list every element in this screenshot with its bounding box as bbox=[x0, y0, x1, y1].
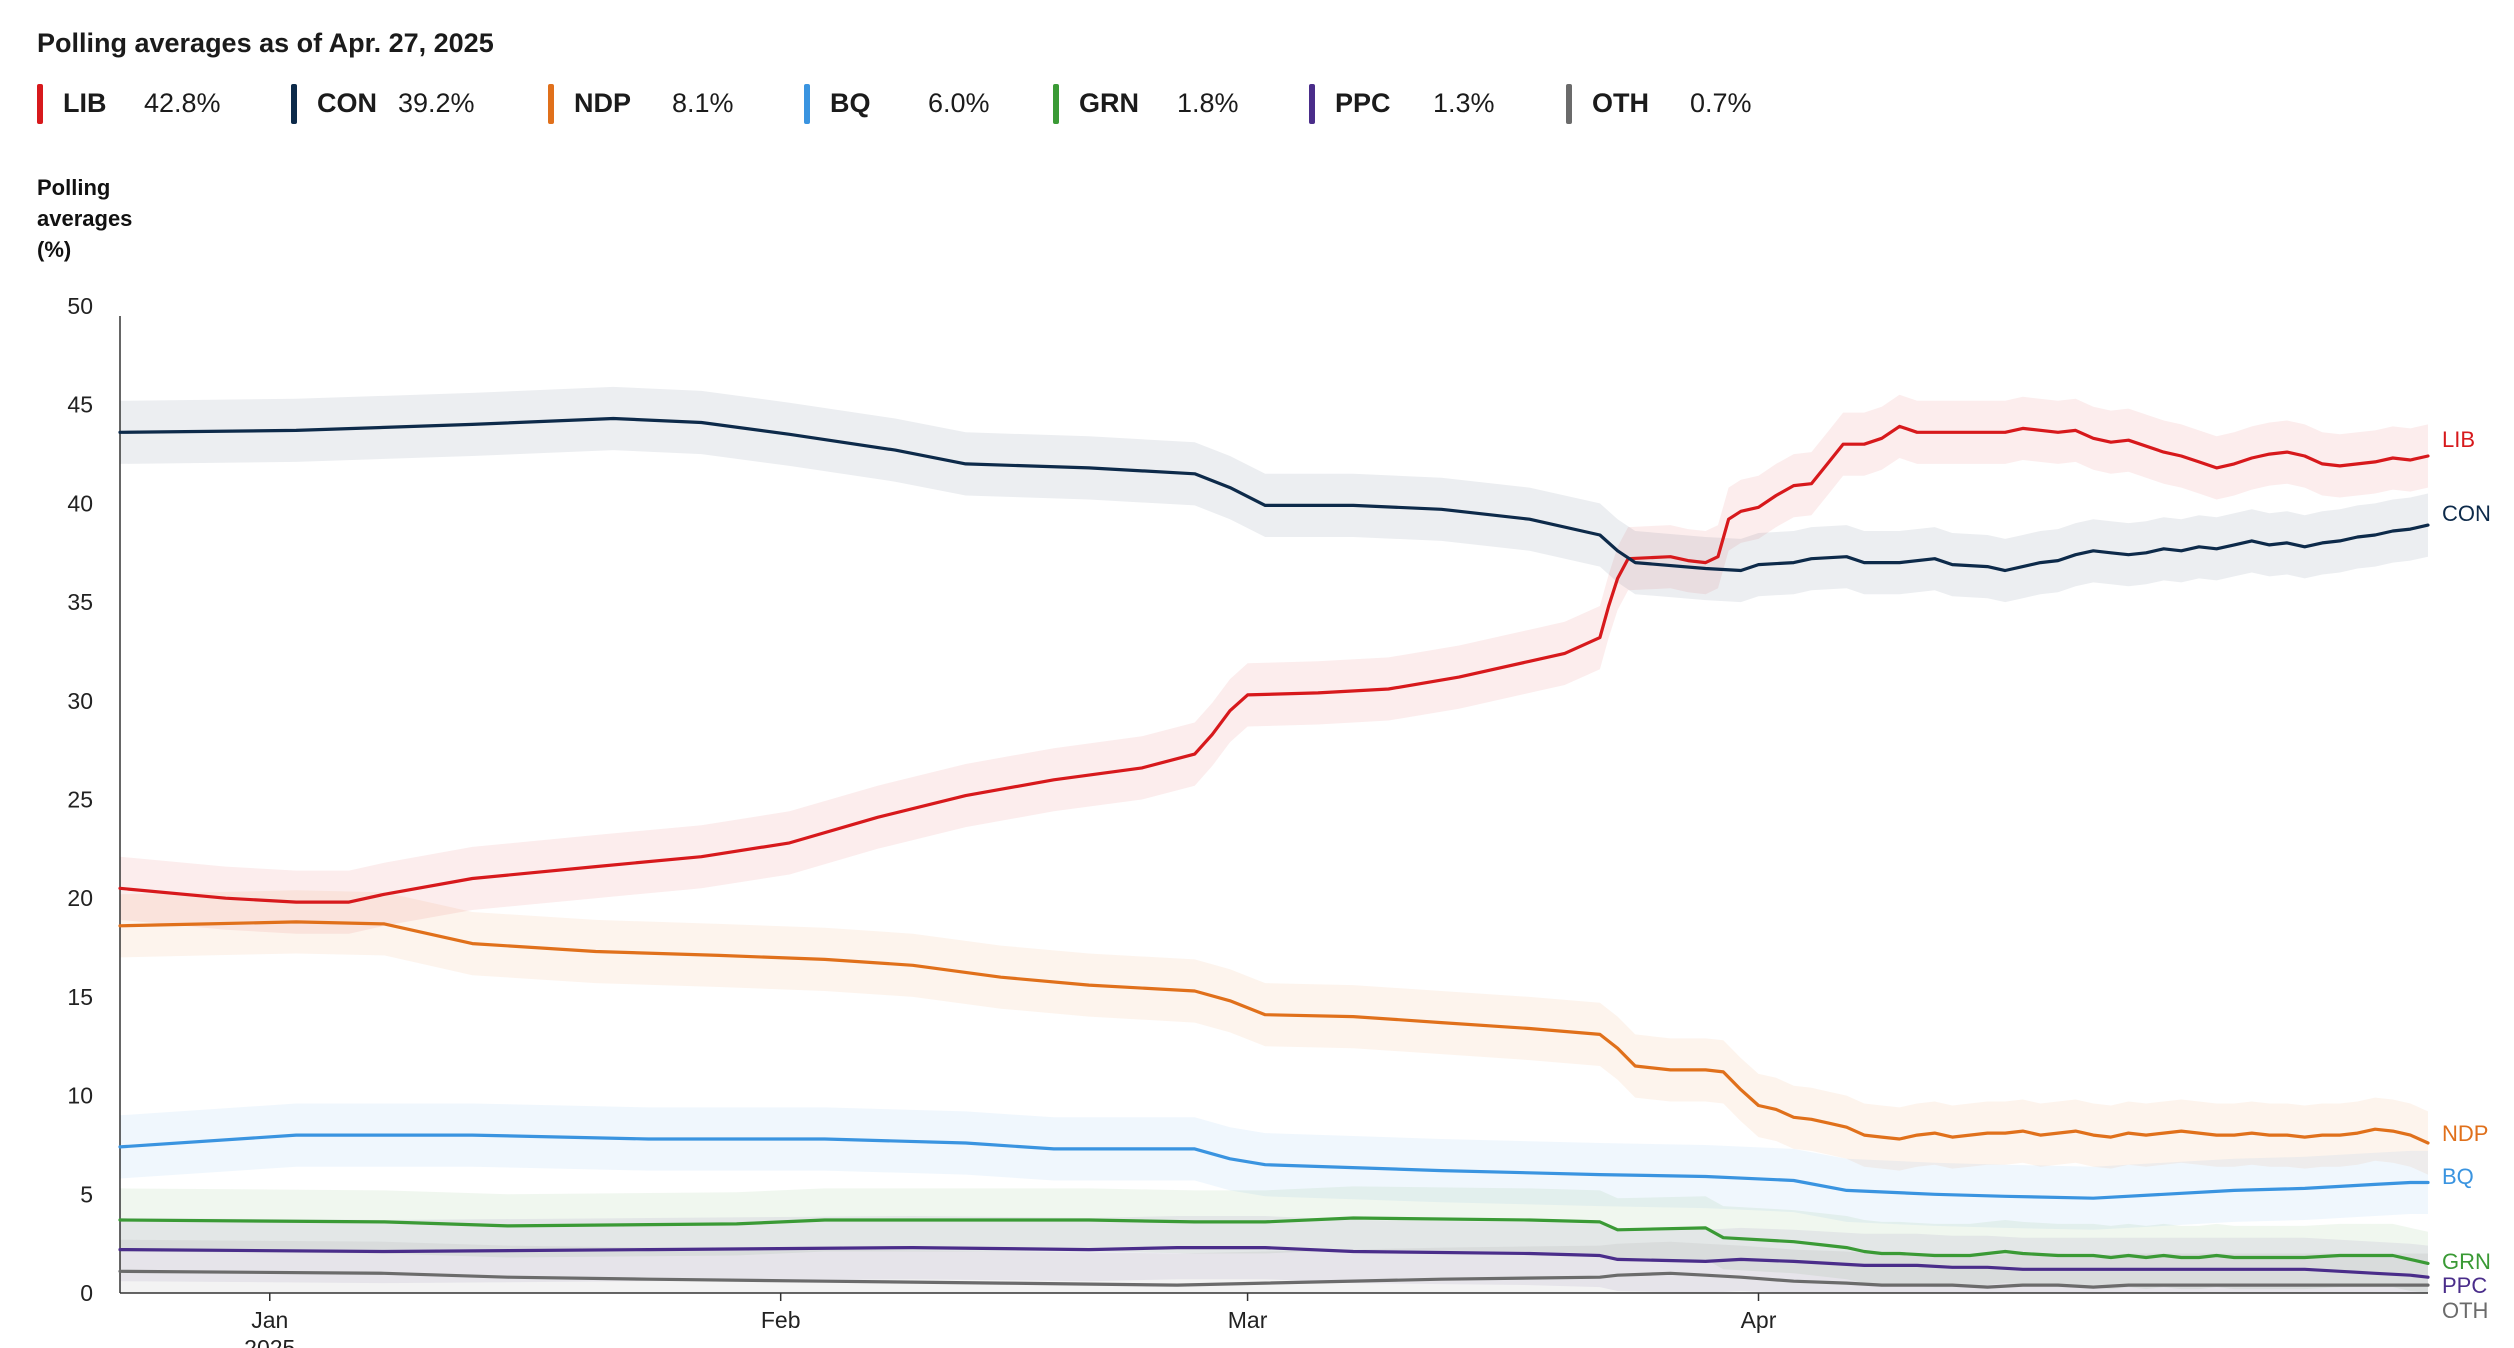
line-oth bbox=[118, 1269, 2430, 1289]
y-tick-label-30: 30 bbox=[67, 688, 93, 714]
y-tick-label-40: 40 bbox=[67, 490, 93, 516]
band-ndp bbox=[120, 890, 2428, 1175]
confidence-bands bbox=[120, 386, 2428, 1293]
y-tick-label-25: 25 bbox=[67, 787, 93, 813]
legend-value-ndp: 8.1% bbox=[672, 88, 734, 118]
line-con bbox=[118, 416, 2430, 573]
legend-swatch-lib bbox=[37, 84, 43, 124]
legend-value-lib: 42.8% bbox=[144, 88, 221, 118]
line-ppc bbox=[118, 1246, 2430, 1279]
legend-code-ppc: PPC bbox=[1335, 88, 1391, 118]
line-grn bbox=[118, 1216, 2430, 1265]
band-grn bbox=[120, 1186, 2428, 1293]
legend-code-con: CON bbox=[317, 88, 377, 118]
band-lib bbox=[120, 394, 2428, 934]
legend-code-oth: OTH bbox=[1592, 88, 1649, 118]
x-tick-label-feb: Feb bbox=[761, 1307, 801, 1333]
line-bq bbox=[118, 1133, 2430, 1200]
y-tick-label-10: 10 bbox=[67, 1083, 93, 1109]
y-tick-label-50: 50 bbox=[67, 293, 93, 319]
y-tick-label-5: 5 bbox=[80, 1181, 93, 1207]
end-label-oth: OTH bbox=[2442, 1298, 2488, 1323]
chart-title: Polling averages as of Apr. 27, 2025 bbox=[37, 28, 494, 58]
legend-swatch-grn bbox=[1053, 84, 1059, 124]
x-tick-label-apr: Apr bbox=[1741, 1307, 1777, 1333]
band-ppc bbox=[120, 1216, 2428, 1293]
line-lib bbox=[118, 424, 2430, 904]
y-tick-label-15: 15 bbox=[67, 984, 93, 1010]
end-label-lib: LIB bbox=[2442, 427, 2475, 452]
y-axis-title-line-1: Polling bbox=[37, 175, 111, 200]
y-tick-label-20: 20 bbox=[67, 885, 93, 911]
x-tick-label-jan: Jan bbox=[251, 1307, 288, 1333]
legend-value-bq: 6.0% bbox=[928, 88, 990, 118]
x-tick-label-mar: Mar bbox=[1228, 1307, 1268, 1333]
legend-code-lib: LIB bbox=[63, 88, 107, 118]
y-tick-label-0: 0 bbox=[80, 1280, 93, 1306]
y-axis-title: Polling averages (%) bbox=[37, 172, 197, 265]
legend: LIB 42.8% CON 39.2% NDP 8.1% BQ 6.0% GRN… bbox=[37, 84, 2237, 124]
legend-value-ppc: 1.3% bbox=[1433, 88, 1495, 118]
legend-swatch-con bbox=[291, 84, 297, 124]
legend-value-oth: 0.7% bbox=[1690, 88, 1752, 118]
end-label-ppc: PPC bbox=[2442, 1273, 2487, 1298]
legend-value-grn: 1.8% bbox=[1177, 88, 1239, 118]
y-tick-label-35: 35 bbox=[67, 589, 93, 615]
end-label-grn: GRN bbox=[2442, 1249, 2491, 1274]
legend-swatch-ndp bbox=[548, 84, 554, 124]
legend-value-con: 39.2% bbox=[398, 88, 475, 118]
y-axis-title-line-3: (%) bbox=[37, 237, 72, 262]
legend-swatch-ppc bbox=[1309, 84, 1315, 124]
x-tick-sublabel-jan: 2025 bbox=[244, 1335, 295, 1348]
series-lines bbox=[118, 416, 2430, 1289]
legend-swatch-oth bbox=[1566, 84, 1572, 124]
line-ndp bbox=[118, 920, 2430, 1145]
y-axis-title-line-2: averages bbox=[37, 206, 133, 231]
legend-code-grn: GRN bbox=[1079, 88, 1139, 118]
legend-code-ndp: NDP bbox=[574, 88, 632, 118]
legend-code-bq: BQ bbox=[830, 88, 871, 118]
y-tick-label-45: 45 bbox=[67, 392, 93, 418]
end-label-bq: BQ bbox=[2442, 1164, 2474, 1189]
end-label-ndp: NDP bbox=[2442, 1121, 2488, 1146]
end-label-con: CON bbox=[2442, 501, 2491, 526]
band-bq bbox=[120, 1103, 2428, 1230]
legend-swatch-bq bbox=[804, 84, 810, 124]
band-con bbox=[120, 386, 2428, 603]
